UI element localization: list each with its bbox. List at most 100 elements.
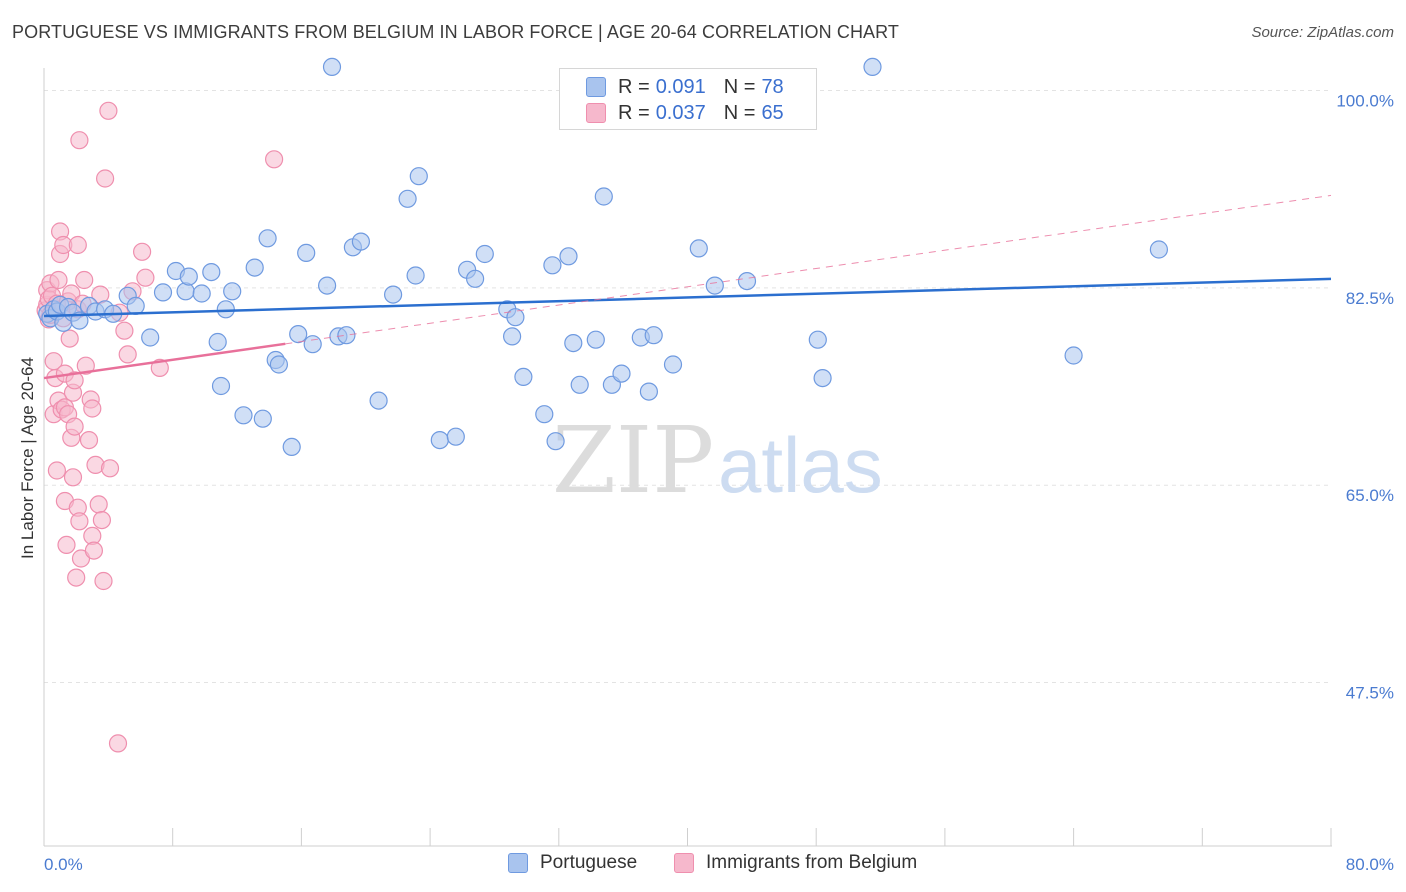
portuguese-point-60 [564,334,583,353]
portuguese-point-51 [475,244,494,264]
watermark-atlas: atlas [718,421,883,509]
belgium-point-37 [70,131,89,150]
legend-swatch-immigrants-from-belgium [674,853,694,873]
source-credit: Source: ZipAtlas.com [1251,24,1394,41]
correlation-legend: R = 0.091 N = 78 R = 0.037 N = 65 [559,68,817,130]
portuguese-point-71 [705,276,724,295]
portuguese-point-61 [570,375,589,394]
belgium-point-49 [89,495,108,514]
legend-n-label: N = [723,75,756,98]
legend-label-portuguese: Portuguese [540,852,638,873]
y-tick-label-1: 82.5% [1346,289,1394,308]
portuguese-point-46 [409,167,428,186]
portuguese-point-24 [216,300,235,319]
legend-label-immigrants-from-belgium: Immigrants from Belgium [706,852,918,873]
watermark: ZIP atlas [552,407,883,514]
portuguese-point-31 [269,355,288,374]
portuguese-point-23 [211,376,231,396]
y-tick-label-2: 65.0% [1346,486,1394,505]
portuguese-point-37 [322,57,342,77]
x-tick-label-max: 80.0% [1346,855,1394,874]
portuguese-point-74 [813,369,832,388]
trend-lines [43,194,1332,380]
portuguese-point-55 [514,367,533,386]
portuguese-point-21 [202,263,221,282]
portuguese-point-34 [297,243,316,262]
portuguese-point-26 [234,406,253,425]
portuguese-point-73 [808,330,827,349]
legend-row-belgium: R = 0.037 N = 65 [586,100,784,126]
portuguese-point-18 [176,282,195,301]
portuguese-point-68 [644,326,663,345]
portuguese-point-65 [612,364,631,383]
portuguese-point-54 [506,308,525,327]
portuguese-point-41 [351,232,370,251]
portuguese-point-53 [502,327,522,346]
portuguese-point-19 [179,267,198,286]
portuguese-point-32 [282,437,301,456]
belgium-point-58 [115,321,134,340]
portuguese-point-67 [639,382,659,401]
portuguese-point-59 [559,247,578,266]
belgium-point-62 [136,268,155,287]
chart-title: PORTUGUESE VS IMMIGRANTS FROM BELGIUM IN… [12,22,900,42]
portuguese-point-28 [253,409,272,428]
portuguese-point-56 [535,405,554,424]
portuguese-point-70 [689,239,708,258]
portuguese-point-22 [208,332,227,352]
legend-r-value: 0.091 [655,75,706,98]
belgium-point-63 [150,358,169,377]
series-portuguese-points [38,57,1169,456]
y-tick-labels: 100.0% 82.5% 65.0% 47.5% [1336,92,1394,703]
belgium-point-55 [100,459,120,478]
portuguese-point-39 [337,326,356,345]
portuguese-point-75 [863,57,882,77]
portuguese-point-25 [223,282,242,301]
portuguese-point-15 [141,328,160,347]
belgium-point-56 [108,734,128,753]
y-tick-label-3: 47.5% [1346,684,1394,703]
portuguese-point-76 [1064,346,1083,365]
portuguese-point-72 [737,272,757,291]
belgium-point-42 [76,356,95,375]
legend-item-portuguese[interactable]: Portuguese [508,852,637,874]
legend-item-immigrants-from-belgium[interactable]: Immigrants from Belgium [674,852,917,874]
trend-line-belgium-dashed [285,194,1332,345]
portuguese-point-43 [384,285,403,304]
belgium-point-23 [57,535,76,555]
portuguese-point-36 [318,276,337,295]
portuguese-point-14 [126,296,145,315]
legend-r-label: R = [618,101,650,124]
legend-swatch-blue [586,77,606,97]
series-legend: Portuguese Immigrants from Belgium [0,852,1406,878]
belgium-point-38 [70,512,89,531]
portuguese-point-16 [153,283,173,302]
portuguese-point-57 [543,256,562,275]
belgium-point-47 [84,541,104,560]
portuguese-point-44 [398,189,417,208]
belgium-point-26 [60,329,79,348]
belgium-point-61 [133,242,152,261]
legend-r-value: 0.037 [655,101,706,124]
trend-line-belgium-solid [43,342,286,380]
portuguese-point-35 [303,335,322,354]
portuguese-point-69 [663,355,683,374]
legend-n-label: N = [723,101,756,124]
belgium-point-46 [83,399,102,418]
portuguese-point-33 [289,325,308,344]
legend-swatch-portuguese [508,853,528,873]
belgium-point-30 [63,468,83,487]
x-tick-label-min: 0.0% [44,855,83,874]
belgium-point-34 [68,235,87,255]
gridlines [44,90,1331,684]
portuguese-point-63 [594,187,613,206]
portuguese-point-45 [406,266,425,285]
belgium-point-59 [118,345,137,364]
legend-n-value: 78 [761,75,784,98]
series-immigrants-from-belgium-points [36,101,284,753]
belgium-point-41 [75,270,94,290]
portuguese-point-20 [192,284,211,303]
belgium-point-52 [94,571,113,591]
belgium-point-51 [92,510,112,530]
